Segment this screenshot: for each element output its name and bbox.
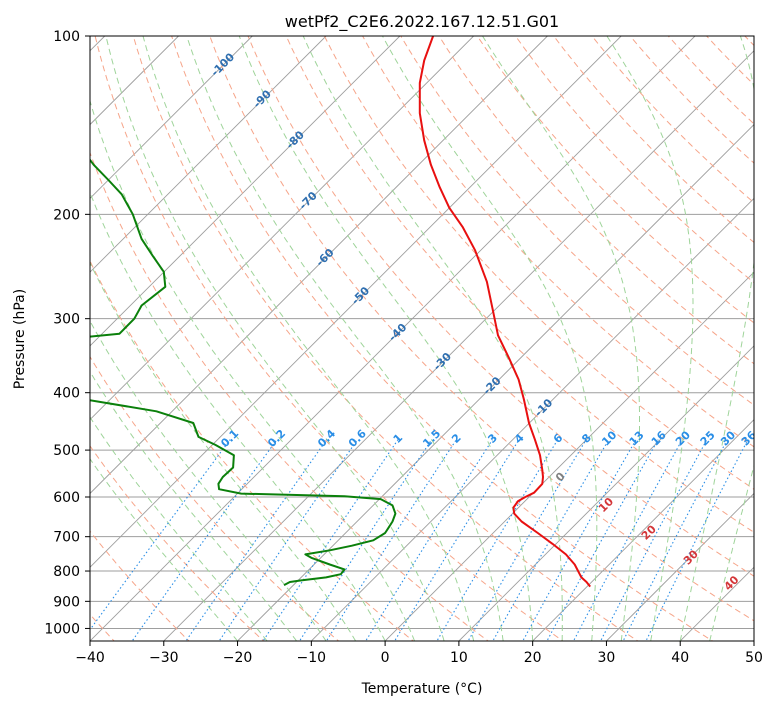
y-axis-label: Pressure (hPa) xyxy=(12,289,28,389)
isotherm-line xyxy=(90,36,253,199)
dry-adiabat-line xyxy=(132,36,639,641)
moist-adiabat-line xyxy=(90,458,238,641)
x-tick-label: 30 xyxy=(598,650,616,666)
moist-adiabat-line xyxy=(238,36,534,641)
isobar-grid xyxy=(90,36,754,629)
dry-adiabat-line xyxy=(90,445,265,641)
mixing-ratio-line xyxy=(393,439,520,641)
x-tick-label: −20 xyxy=(223,650,253,666)
isotherm-line xyxy=(90,36,474,421)
moist-adiabat-line xyxy=(709,463,754,641)
y-tick-label: 200 xyxy=(53,207,80,223)
dry-adiabat-line xyxy=(476,36,754,324)
mixing-ratio-line xyxy=(436,439,559,641)
mixing-ratio-lines xyxy=(90,439,749,641)
isotherm-line xyxy=(90,36,696,641)
isotherm-line xyxy=(237,123,754,641)
x-tick-label: 10 xyxy=(450,650,468,666)
moist-adiabat-line xyxy=(679,36,754,641)
isotherm-line xyxy=(90,36,401,347)
y-tick-label: 100 xyxy=(53,29,80,45)
moist-adiabat-line xyxy=(90,191,386,641)
moist-adiabat-line xyxy=(90,370,297,641)
dry-adiabat-line xyxy=(90,151,490,641)
y-tick-label: 600 xyxy=(53,490,80,506)
dry-adiabat-line xyxy=(514,36,754,284)
moist-adiabat-line xyxy=(606,36,694,641)
y-tick-label: 900 xyxy=(53,594,80,610)
isotherm-line xyxy=(90,36,622,568)
isotherm-line xyxy=(384,271,754,641)
mixing-ratio-line xyxy=(522,439,637,641)
mixing-ratio-line xyxy=(325,439,457,641)
x-tick-label: 0 xyxy=(381,650,390,666)
mixing-ratio-line xyxy=(546,439,659,641)
moist-adiabat-line xyxy=(382,36,598,641)
moist-adiabat-line xyxy=(142,36,475,641)
chart-title: wetPf2_C2E6.2022.167.12.51.G01 xyxy=(285,12,559,32)
isotherm-line xyxy=(90,36,548,495)
y-tick-label: 800 xyxy=(53,564,80,580)
x-tick-label: 50 xyxy=(745,650,763,666)
mixing-ratio-line xyxy=(492,439,610,641)
x-tick-label: 20 xyxy=(524,650,542,666)
isotherm-line xyxy=(606,492,754,641)
isotherm-line xyxy=(163,50,754,641)
mixing-ratio-line xyxy=(467,439,587,641)
moist-adiabat-line xyxy=(302,36,563,641)
x-tick-label: −10 xyxy=(297,650,327,666)
mixing-ratio-line xyxy=(572,439,683,641)
temperature-profile-line xyxy=(418,36,591,588)
dry-adiabat-line xyxy=(90,259,415,641)
moist-adiabat-line xyxy=(90,320,327,641)
dry-adiabats xyxy=(90,36,754,641)
dewpoint-profile-line xyxy=(90,158,397,586)
mixing-ratio-line xyxy=(262,439,399,641)
mixing-ratio-line xyxy=(599,439,708,641)
isotherm-grid xyxy=(90,36,754,641)
isotherm-line xyxy=(458,345,754,641)
moist-adiabat-line xyxy=(105,36,445,641)
mixing-ratio-line xyxy=(131,439,278,641)
dry-adiabat-line xyxy=(90,355,340,641)
moist-adiabats xyxy=(90,36,754,641)
x-tick-label: 40 xyxy=(671,650,689,666)
y-tick-label: 1000 xyxy=(44,621,80,637)
y-tick-label: 300 xyxy=(53,312,80,328)
y-tick-label: 700 xyxy=(53,530,80,546)
isotherm-line xyxy=(90,36,327,273)
mixing-ratio-line xyxy=(622,439,728,641)
moist-adiabat-line xyxy=(482,36,640,641)
x-tick-label: −40 xyxy=(75,650,105,666)
plot-frame xyxy=(89,35,755,642)
mixing-ratio-line xyxy=(298,439,433,641)
x-axis-label: Temperature (°C) xyxy=(361,681,483,697)
mixing-ratio-line xyxy=(365,439,493,641)
isotherm-line xyxy=(311,197,754,641)
isotherm-line xyxy=(532,419,754,641)
dry-adiabat-line xyxy=(94,36,564,641)
y-tick-label: 500 xyxy=(53,443,80,459)
moist-adiabat-line xyxy=(90,416,268,641)
y-tick-label: 400 xyxy=(53,386,80,402)
moist-adiabat-line xyxy=(186,36,504,641)
profile-series xyxy=(90,36,591,588)
dry-adiabat-line xyxy=(209,36,754,622)
axes: −40 −30 −20 −10 0 10 20 30 40 50 100 200 300 400 500 60… xyxy=(44,29,763,666)
mixing-ratio-line xyxy=(185,439,328,641)
moist-adiabat-line xyxy=(90,99,416,641)
x-tick-label: −30 xyxy=(149,650,179,666)
